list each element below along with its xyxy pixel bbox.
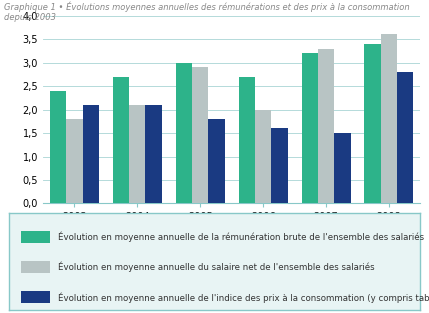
- Bar: [397, 72, 414, 203]
- Bar: [145, 105, 162, 203]
- Bar: [239, 77, 255, 203]
- Bar: [255, 110, 271, 203]
- Bar: [129, 105, 145, 203]
- FancyBboxPatch shape: [21, 231, 50, 243]
- Bar: [271, 128, 288, 203]
- Bar: [113, 77, 129, 203]
- Bar: [364, 44, 381, 203]
- Bar: [208, 119, 225, 203]
- Bar: [66, 119, 82, 203]
- Bar: [192, 67, 208, 203]
- Bar: [302, 53, 318, 203]
- Bar: [334, 133, 350, 203]
- Text: Évolution en moyenne annuelle de la rémunération brute de l'ensemble des salarié: Évolution en moyenne annuelle de la rému…: [58, 232, 424, 242]
- Bar: [175, 63, 192, 203]
- Bar: [381, 34, 397, 203]
- Text: Graphique 1 • Évolutions moyennes annuelles des rémunérations et des prix à la c: Graphique 1 • Évolutions moyennes annuel…: [4, 2, 410, 23]
- FancyBboxPatch shape: [21, 261, 50, 273]
- Text: Évolution en moyenne annuelle de l'indice des prix à la consommation (y compris : Évolution en moyenne annuelle de l'indic…: [58, 292, 429, 302]
- Bar: [82, 105, 99, 203]
- Bar: [50, 91, 66, 203]
- Text: Évolution en moyenne annuelle du salaire net de l'ensemble des salariés: Évolution en moyenne annuelle du salaire…: [58, 262, 375, 272]
- Bar: [318, 49, 334, 203]
- FancyBboxPatch shape: [21, 291, 50, 303]
